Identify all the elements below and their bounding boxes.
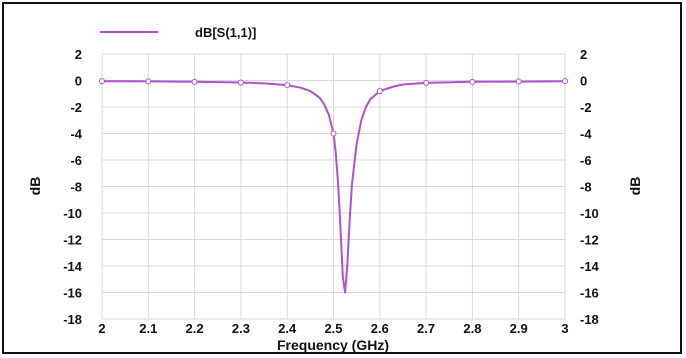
y-tick-label-left: -10 — [63, 206, 82, 221]
x-tick-label: 2.9 — [510, 321, 528, 336]
y-tick-label-right: -4 — [580, 127, 592, 142]
x-tick-label: 2.7 — [417, 321, 435, 336]
y-tick-label-right: -18 — [580, 312, 599, 327]
x-tick-label: 2.1 — [139, 321, 157, 336]
y-tick-label-left: -8 — [70, 180, 82, 195]
y-tick-label-right: 0 — [580, 74, 587, 89]
data-point — [237, 79, 244, 86]
data-point — [376, 88, 383, 95]
series-layer — [99, 78, 568, 294]
x-tick-label: 3 — [561, 321, 568, 336]
legend: dB[S(1,1)] — [100, 25, 256, 40]
y-tick-label-right: -14 — [580, 259, 600, 274]
x-tick-label: 2 — [98, 321, 105, 336]
data-point — [191, 78, 198, 85]
legend-label: dB[S(1,1)] — [195, 25, 256, 40]
grid — [101, 53, 566, 320]
y-tick-label-left: -18 — [63, 312, 82, 327]
data-point — [469, 78, 476, 85]
y-tick-label-right: -8 — [580, 180, 592, 195]
y-axis-label-left: dB — [27, 177, 43, 196]
y-tick-label-left: 0 — [75, 74, 82, 89]
data-point — [423, 79, 430, 86]
y-tick-label-right: -10 — [580, 206, 599, 221]
y-tick-label-right: 2 — [580, 47, 587, 62]
x-tick-label: 2.2 — [186, 321, 204, 336]
y-tick-label-left: -2 — [70, 100, 82, 115]
y-tick-label-right: -16 — [580, 286, 599, 301]
x-axis-label: Frequency (GHz) — [277, 337, 389, 353]
x-tick-label: 2.4 — [278, 321, 297, 336]
y-tick-label-left: 2 — [75, 47, 82, 62]
y-tick-label-left: -6 — [70, 153, 82, 168]
data-point — [145, 78, 152, 85]
y-axis-label-right: dB — [627, 177, 643, 196]
y-tick-label-right: -12 — [580, 233, 599, 248]
y-tick-label-right: -6 — [580, 153, 592, 168]
data-point — [99, 78, 105, 85]
data-point — [515, 78, 522, 85]
y-tick-label-right: -2 — [580, 100, 592, 115]
x-tick-label: 2.3 — [232, 321, 250, 336]
y-tick-label-left: -12 — [63, 233, 82, 248]
x-ticks: 2 2.1 2.2 2.3 2.4 2.5 2.6 2.7 2.8 2.9 3 — [98, 321, 568, 336]
y-tick-label-left: -4 — [70, 127, 82, 142]
y-tick-label-left: -16 — [63, 286, 82, 301]
x-tick-label: 2.8 — [463, 321, 481, 336]
data-point — [330, 130, 337, 137]
data-point — [284, 82, 291, 89]
left-y-ticks: 2 0 -2 -4 -6 -8 -10 -12 -14 -16 -18 — [63, 47, 83, 327]
x-tick-label: 2.5 — [324, 321, 342, 336]
data-point — [562, 78, 568, 85]
x-tick-label: 2.6 — [371, 321, 389, 336]
right-y-ticks: 2 0 -2 -4 -6 -8 -10 -12 -14 -16 -18 — [580, 47, 600, 327]
y-tick-label-left: -14 — [63, 259, 83, 274]
